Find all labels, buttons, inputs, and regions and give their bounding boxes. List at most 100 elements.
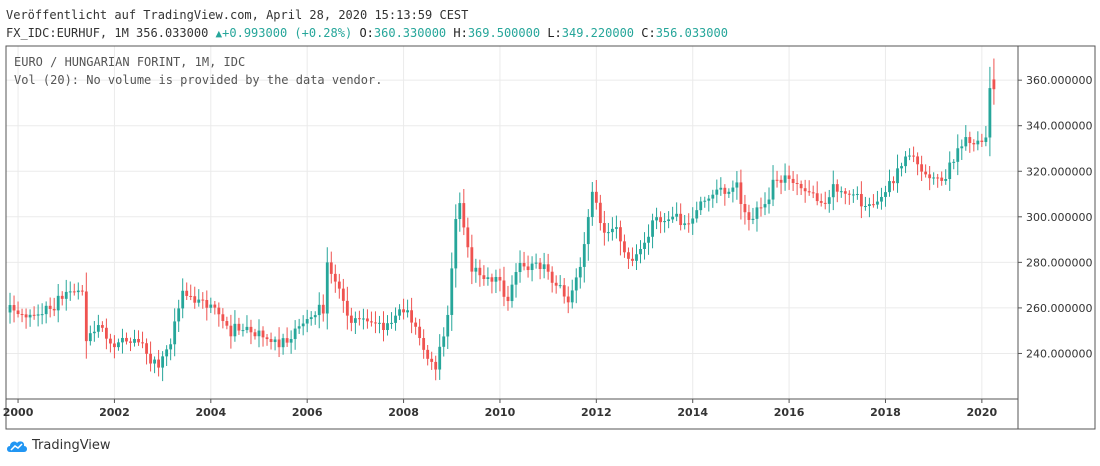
candle-body <box>297 326 301 329</box>
candle-body <box>221 314 225 322</box>
candle-body <box>458 203 462 220</box>
candle-body <box>337 281 341 289</box>
candle-body <box>462 203 466 228</box>
candle-body <box>594 191 598 203</box>
grid <box>6 46 1018 399</box>
candle-body <box>952 161 956 163</box>
y-tick-label: 300.000000 <box>1026 211 1092 224</box>
candle-body <box>96 325 100 332</box>
candle-body <box>88 333 92 342</box>
candle-body <box>775 179 779 181</box>
price-axis[interactable]: 240.000000 260.000000 280.000000 300.000000… <box>1018 74 1092 360</box>
price-chart[interactable]: 240.000000 260.000000 280.000000 300.000000… <box>0 42 1100 430</box>
candle-body <box>125 337 128 342</box>
candle-body <box>751 218 755 220</box>
candle-body <box>273 339 277 343</box>
x-tick-label: 2014 <box>677 406 708 419</box>
candle-body <box>944 179 948 181</box>
candle-body <box>699 201 703 211</box>
candle-body <box>265 337 269 340</box>
candle-body <box>803 188 807 192</box>
legend-volume-note: Vol (20): No volume is provided by the d… <box>14 73 382 87</box>
candle-body <box>382 322 385 331</box>
x-tick-label: 2018 <box>870 406 901 419</box>
candle-body <box>747 212 751 220</box>
candle-body <box>285 338 289 343</box>
candle-body <box>534 262 538 264</box>
candle-body <box>169 344 173 350</box>
candle-body <box>201 299 205 301</box>
x-tick-label: 2008 <box>388 406 419 419</box>
candle-body <box>615 227 618 229</box>
candle-body <box>703 200 707 202</box>
candle-body <box>968 137 972 144</box>
candle-body <box>362 318 365 320</box>
candle-body <box>823 202 827 204</box>
candle-body <box>783 175 787 183</box>
candle-body <box>851 194 855 196</box>
candle-body <box>859 193 863 207</box>
candle-body <box>68 291 72 293</box>
x-tick-label: 2002 <box>99 406 130 419</box>
candle-body <box>450 268 454 315</box>
close-label: C: <box>641 26 656 40</box>
high-value: 369.500000 <box>467 26 541 40</box>
x-tick-label: 2000 <box>3 406 34 419</box>
change-value: +0.993000 (+0.28%) <box>222 26 353 40</box>
candle-body <box>293 328 297 340</box>
candle-body <box>249 326 253 333</box>
chart-frame <box>5 45 1096 430</box>
candle-body <box>121 337 124 343</box>
candle-body <box>566 296 570 303</box>
candle-body <box>209 304 213 308</box>
candle-body <box>394 315 397 323</box>
candle-body <box>185 290 189 296</box>
candle-body <box>20 314 24 316</box>
candle-body <box>863 205 867 207</box>
x-tick-label: 2012 <box>581 406 612 419</box>
candle-body <box>892 181 895 184</box>
symbol-label[interactable]: FX_IDC:EURHUF, 1M 356.033000 <box>6 26 209 40</box>
candle-body <box>398 309 401 316</box>
y-tick-label: 320.000000 <box>1026 165 1092 178</box>
candle-body <box>755 207 759 219</box>
candle-body <box>245 326 249 331</box>
candle-body <box>578 266 582 278</box>
candle-body <box>329 262 333 274</box>
tradingview-logo[interactable]: TradingView <box>6 438 111 453</box>
candle-body <box>526 266 530 271</box>
open-value: 360.330000 <box>373 26 447 40</box>
candle-body <box>213 304 217 308</box>
candle-body <box>466 227 470 248</box>
candle-body <box>24 314 28 318</box>
candle-body <box>876 201 879 205</box>
candle-body <box>908 155 911 157</box>
candle-body <box>454 219 458 269</box>
candle-body <box>241 330 245 332</box>
candle-body <box>426 349 430 359</box>
candle-body <box>442 336 446 347</box>
candle-body <box>763 204 767 208</box>
candle-body <box>872 204 875 206</box>
candle-body <box>434 361 438 370</box>
x-tick-label: 2010 <box>485 406 516 419</box>
candle-body <box>133 338 136 343</box>
candle-body <box>855 193 859 195</box>
candle-body <box>900 166 903 169</box>
y-tick-label: 340.000000 <box>1026 120 1092 133</box>
candle-body <box>301 323 305 327</box>
y-tick-label: 240.000000 <box>1026 347 1092 360</box>
candle-body <box>205 299 209 308</box>
candle-body <box>835 184 839 192</box>
x-tick-label: 2016 <box>774 406 805 419</box>
candle-body <box>831 184 835 198</box>
candle-body <box>386 323 389 331</box>
candle-body <box>928 174 932 179</box>
candle-body <box>109 338 112 344</box>
candle-body <box>100 325 104 328</box>
candle-body <box>52 308 56 311</box>
candle-body <box>707 198 711 201</box>
candle-body <box>478 267 482 276</box>
candle-body <box>518 263 522 273</box>
time-axis[interactable]: 2000 2002 2004 2006 2008 2010 2012 2014 2016 2018… <box>3 399 998 419</box>
